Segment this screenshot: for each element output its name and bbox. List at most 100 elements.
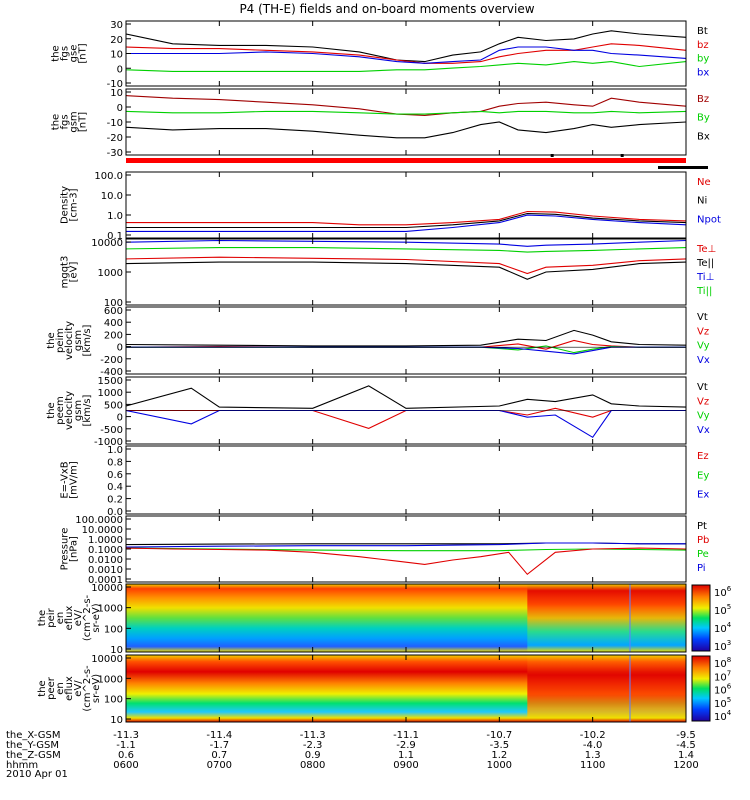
y-tick-label: 10 (110, 50, 123, 61)
frame-efield (125, 445, 687, 515)
panel-temperature: 10000 1000 100 mgqt3[eV] Te⊥ Te|| Ti⊥ Ti|| (60, 238, 717, 309)
legend-entry: Ey (697, 470, 709, 481)
y-tick-label: 30 (110, 20, 123, 31)
y-tick-label: 0.1 (107, 231, 123, 242)
colorbar-exponent: 6 (727, 585, 732, 593)
y-tick-label: 1000 (98, 388, 123, 399)
legend-entry: Vt (697, 382, 708, 393)
y-tick-label: 1000 (98, 268, 123, 279)
y-axis-label: [nT] (78, 112, 89, 132)
y-tick-label: 10.0 (101, 191, 123, 202)
legend-entry: Vy (697, 341, 710, 352)
legend-entry: Bx (697, 131, 710, 142)
y-tick-label: -30 (107, 148, 123, 159)
series-temperature-Te⊥ (125, 256, 687, 275)
status-bar (126, 158, 686, 163)
colorbar-exponent: 8 (727, 656, 731, 664)
colorbar-tick-label: 107 (714, 669, 731, 683)
y-axis-label: [nT] (78, 43, 89, 63)
y-tick-label: -20 (107, 133, 123, 144)
y-axis-label: eflux (64, 676, 75, 701)
y-axis-label: eV/ (73, 680, 84, 697)
series-temperature-Te|| (125, 261, 687, 280)
y-axis-label: peir (46, 607, 57, 627)
series-fgs_gsm-By (125, 110, 687, 115)
panel-pressure: 100.000010.00001.00000.10000.01000.00100… (60, 515, 710, 586)
colorbar-tick-label: 103 (714, 639, 731, 653)
legend-entry: Ex (697, 490, 709, 501)
y-tick-label: 10000 (91, 583, 123, 594)
x-row-value: -4.0 (583, 740, 603, 751)
series-pressure-Pb (125, 547, 687, 576)
y-axis-label: [eV] (69, 262, 80, 283)
y-axis-label: Density (60, 186, 71, 224)
legend-entry: Vx (697, 355, 710, 366)
legend-entry: Pb (697, 535, 709, 546)
y-tick-label: 0.4 (107, 482, 123, 493)
series-fgs_gse-by (125, 61, 687, 72)
x-row-value: -4.5 (676, 740, 696, 751)
y-axis-label: gsm (73, 400, 84, 421)
y-tick-label: 100 (104, 624, 123, 635)
y-axis-label: fgs (60, 46, 71, 61)
y-tick-label: 400 (104, 318, 123, 329)
y-axis-label: en (55, 612, 66, 625)
legend-entry: Vy (697, 411, 710, 422)
x-row-value: -11.4 (206, 730, 232, 741)
y-axis-label: the (51, 114, 62, 130)
series-temperature-Ti⊥ (125, 239, 687, 247)
colorbar-exponent: 7 (727, 669, 731, 677)
series-fgs_gse-bx (126, 46, 687, 64)
y-tick-label: 0.6 (107, 470, 123, 481)
legend-entry: Vz (697, 326, 709, 337)
y-tick-label: 100.0 (94, 171, 123, 182)
series-peim_velocity-Vt (125, 329, 687, 347)
y-axis-label: [mV/m] (69, 461, 80, 499)
series-pressure-Pi (125, 542, 686, 548)
legend-entry: bx (697, 67, 709, 78)
panels-group: 3020100-10thefgsgse[nT]Btbzbybx100-10-20… (37, 20, 732, 726)
y-axis-label: the (51, 45, 62, 61)
legend-entry: Pi (697, 563, 706, 574)
y-tick-label: 10000 (91, 654, 123, 665)
y-tick-label: 10 (110, 88, 123, 99)
date-label: 2010 Apr 01 (6, 769, 68, 780)
y-axis-label: peim (55, 328, 66, 353)
spectrogram-active-region (527, 584, 686, 652)
panel-efield: 1.00.8 0.60.4 0.20.0 E=-VxB[mV/m] Ez Ey Ex (60, 445, 710, 518)
x-row-value: 1100 (580, 760, 605, 771)
x-row-value: 1.3 (585, 750, 601, 761)
x-row-value: -10.2 (580, 730, 606, 741)
series-density-Ni (126, 212, 687, 229)
series-fgs_gsm-Bx (125, 121, 687, 139)
colorbar-tick-label: 104 (714, 621, 732, 635)
legend-entry: Vz (697, 396, 709, 407)
x-row-value: 1200 (673, 760, 698, 771)
y-tick-label: -400 (100, 367, 123, 378)
y-axis-label: (cm^2-s- (82, 665, 93, 712)
x-axis-annotation: the_X-GSM -11.3 -11.4 -11.3 -11.1 -10.7 -10.2-… (6, 730, 699, 780)
legend-entry: Bt (697, 26, 708, 37)
legend-entry: Vt (697, 312, 708, 323)
x-row-value: -1.1 (116, 740, 136, 751)
legend-entry: Ni (697, 196, 707, 207)
x-row-value: -1.7 (210, 740, 230, 751)
panel-peir_eflux: 106 105 104 103 10000 1000 100 10 thepeireneflux… (37, 583, 732, 656)
legend-entry: Pe (697, 549, 709, 560)
colorbar-peir_eflux (691, 584, 711, 652)
colorbar-tick-label: 105 (714, 603, 731, 617)
legend-entry: Te|| (696, 258, 714, 269)
colorbar-exponent: 5 (727, 603, 731, 611)
y-tick-label: 0.0 (107, 507, 123, 518)
legend-entry: Pt (697, 521, 707, 532)
legend-entry: Te⊥ (696, 244, 716, 255)
x-row-value: 1.4 (678, 750, 694, 761)
y-axis-label: [km/s] (82, 394, 93, 426)
y-tick-label: 0.0010 (88, 565, 123, 576)
y-axis-label: [nPa] (69, 536, 80, 562)
frame-density (125, 171, 687, 239)
y-tick-label: 10 (110, 645, 123, 656)
x-row-value: 0.9 (305, 750, 321, 761)
